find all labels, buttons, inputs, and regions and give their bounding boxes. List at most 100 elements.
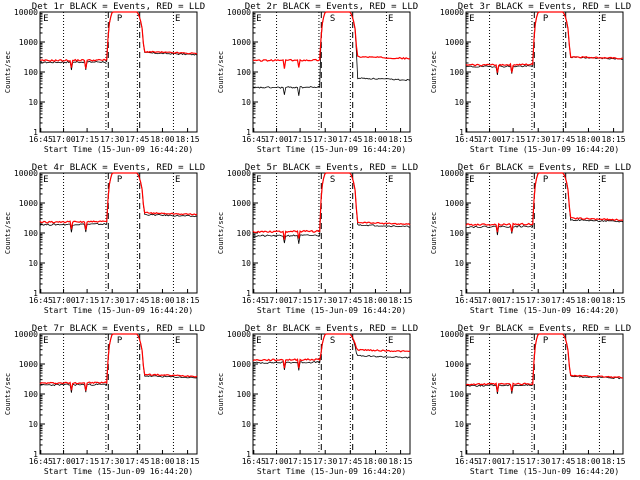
- x-tick-label: 17:15: [288, 457, 312, 466]
- x-tick-label: 17:30: [526, 296, 550, 305]
- y-tick-label: 10000: [440, 169, 464, 178]
- y-tick-label: 1000: [445, 199, 464, 208]
- flag-label: E: [469, 14, 474, 24]
- y-tick-label: 100: [237, 68, 252, 77]
- x-tick-label: 18:15: [602, 135, 626, 144]
- x-tick-label: 18:15: [602, 457, 626, 466]
- flag-label: E: [43, 336, 48, 346]
- y-tick-label: 10000: [14, 330, 38, 339]
- x-tick-label: 17:00: [478, 135, 502, 144]
- flag-label: S: [330, 14, 335, 24]
- panel-title: Det 1r BLACK = Events, RED = LLD: [32, 2, 205, 12]
- y-tick-label: 10000: [14, 169, 38, 178]
- y-tick-label: 10: [454, 259, 464, 268]
- y-tick-label: 1: [33, 450, 38, 459]
- y-tick-label: 1000: [232, 199, 251, 208]
- x-tick-label: 17:00: [52, 135, 76, 144]
- y-tick-label: 10000: [227, 169, 251, 178]
- x-axis-label: Start Time (15-Jun-09 16:44:20): [257, 467, 406, 476]
- lld-series-red: [465, 172, 624, 233]
- x-tick-label: 18:00: [150, 457, 174, 466]
- panel-title: Det 3r BLACK = Events, RED = LLD: [458, 2, 631, 12]
- x-tick-label: 17:30: [526, 135, 550, 144]
- x-tick-label: 16:45: [242, 135, 266, 144]
- flag-label: S: [330, 336, 335, 346]
- x-tick-label: 17:00: [478, 457, 502, 466]
- flag-label: E: [388, 14, 393, 24]
- flag-label: E: [256, 336, 261, 346]
- panel-title: Det 2r BLACK = Events, RED = LLD: [245, 2, 418, 12]
- y-tick-label: 1000: [19, 199, 38, 208]
- detector-panel-5: Det 5r BLACK = Events, RED = LLD 1 10 100 10…: [217, 163, 418, 315]
- flag-label: E: [601, 14, 606, 24]
- detector-panel-3: Det 3r BLACK = Events, RED = LLD 1 10 100 10…: [430, 2, 631, 154]
- x-axis-label: Start Time (15-Jun-09 16:44:20): [257, 145, 406, 154]
- y-tick-label: 1: [246, 450, 251, 459]
- x-tick-label: 18:15: [176, 135, 200, 144]
- y-tick-label: 10000: [227, 330, 251, 339]
- x-tick-label: 17:30: [313, 135, 337, 144]
- detector-panel-2: Det 2r BLACK = Events, RED = LLD 1 10 100 10…: [217, 2, 418, 154]
- panel-title: Det 4r BLACK = Events, RED = LLD: [32, 163, 205, 173]
- flag-label: P: [117, 175, 123, 185]
- flag-label: E: [43, 175, 48, 185]
- y-tick-label: 100: [24, 68, 39, 77]
- y-axis-label: Counts/sec: [430, 51, 438, 93]
- x-tick-label: 17:15: [501, 457, 525, 466]
- panel-title: Det 8r BLACK = Events, RED = LLD: [245, 324, 418, 334]
- x-tick-label: 18:00: [150, 296, 174, 305]
- x-tick-label: 16:45: [29, 457, 53, 466]
- x-tick-label: 17:45: [125, 296, 149, 305]
- x-axis-label: Start Time (15-Jun-09 16:44:20): [470, 467, 619, 476]
- detector-panel-7: Det 7r BLACK = Events, RED = LLD 1 10 100 10…: [4, 324, 205, 476]
- y-axis-label: Counts/sec: [430, 373, 438, 415]
- x-tick-label: 17:15: [288, 296, 312, 305]
- x-tick-label: 17:00: [52, 457, 76, 466]
- x-tick-label: 18:15: [602, 296, 626, 305]
- lld-series-red: [252, 333, 411, 369]
- x-tick-label: 17:45: [125, 135, 149, 144]
- lld-series-red: [39, 172, 198, 230]
- y-tick-label: 1000: [445, 360, 464, 369]
- flag-label: E: [175, 336, 180, 346]
- y-tick-label: 1: [33, 289, 38, 298]
- detector-panel-8: Det 8r BLACK = Events, RED = LLD 1 10 100 10…: [217, 324, 418, 476]
- y-tick-label: 1000: [19, 360, 38, 369]
- flag-label: E: [256, 14, 261, 24]
- x-tick-label: 17:45: [338, 296, 362, 305]
- y-tick-label: 10: [28, 420, 38, 429]
- y-tick-label: 10: [28, 259, 38, 268]
- y-tick-label: 1: [459, 289, 464, 298]
- x-tick-label: 16:45: [29, 135, 53, 144]
- x-tick-label: 18:15: [176, 296, 200, 305]
- lld-series-red: [465, 11, 624, 73]
- x-tick-label: 16:45: [29, 296, 53, 305]
- flag-label: E: [388, 336, 393, 346]
- flag-label: E: [43, 14, 48, 24]
- flag-label: E: [469, 175, 474, 185]
- x-tick-label: 18:00: [576, 296, 600, 305]
- x-tick-label: 18:00: [576, 135, 600, 144]
- detector-panel-4: Det 4r BLACK = Events, RED = LLD 1 10 100 10…: [4, 163, 205, 315]
- y-tick-label: 10000: [440, 330, 464, 339]
- x-tick-label: 17:15: [288, 135, 312, 144]
- x-tick-label: 17:00: [265, 457, 289, 466]
- x-tick-label: 17:00: [52, 296, 76, 305]
- x-tick-label: 18:00: [363, 457, 387, 466]
- y-tick-label: 1: [459, 450, 464, 459]
- x-tick-label: 17:45: [551, 457, 575, 466]
- x-tick-label: 18:15: [389, 457, 413, 466]
- x-tick-label: 18:00: [363, 296, 387, 305]
- x-tick-label: 16:45: [455, 296, 479, 305]
- flag-label: E: [256, 175, 261, 185]
- y-axis-label: Counts/sec: [4, 373, 12, 415]
- y-tick-label: 10: [241, 420, 251, 429]
- x-tick-label: 16:45: [242, 457, 266, 466]
- detector-panel-1: Det 1r BLACK = Events, RED = LLD 1 10 100 10…: [4, 2, 205, 154]
- y-axis-label: Counts/sec: [4, 51, 12, 93]
- x-tick-label: 17:15: [501, 135, 525, 144]
- detector-panel-6: Det 6r BLACK = Events, RED = LLD 1 10 100 10…: [430, 163, 631, 315]
- x-tick-label: 17:00: [478, 296, 502, 305]
- x-tick-label: 17:30: [313, 296, 337, 305]
